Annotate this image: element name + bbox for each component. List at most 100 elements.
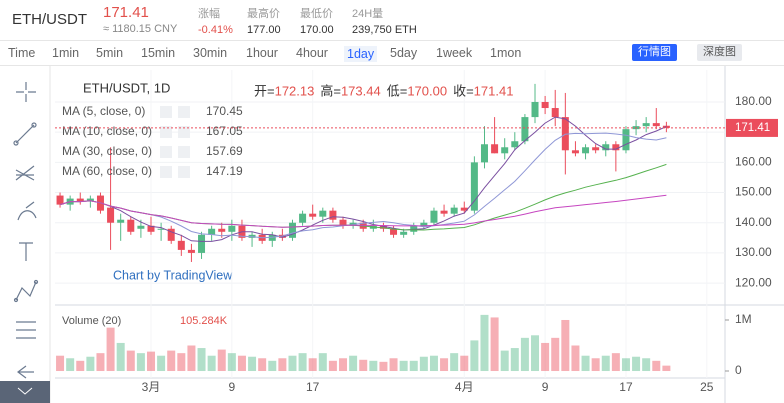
candle-body: [410, 225, 418, 232]
volume-bar: [510, 348, 519, 372]
x-tick-label: 3月: [142, 380, 161, 394]
volume-bar: [167, 350, 176, 372]
ma-legend-value: 167.05: [206, 124, 243, 138]
volume-bar: [217, 349, 226, 372]
ohlc-label: 收=: [453, 83, 474, 98]
volume-bar: [328, 360, 337, 372]
interval[interactable]: 1mon: [490, 46, 522, 60]
ma-legend-label: MA (10, close, 0): [62, 124, 152, 138]
candle-body: [86, 198, 94, 202]
candle-body: [107, 207, 115, 223]
candle-body: [390, 228, 398, 235]
volume-bar: [541, 342, 550, 372]
volume-bar: [531, 335, 540, 372]
ohlc-label: 低=: [387, 83, 408, 98]
candle-body: [561, 117, 569, 151]
volume-bar: [480, 314, 489, 372]
volume-bar: [450, 353, 459, 372]
candles: [56, 83, 671, 372]
toolbar: 行情图 深度图 Time 1min 5min 15min 30min 1hour 4hour…: [0, 41, 784, 66]
volume-bar: [147, 351, 156, 372]
ma-line: [59, 194, 667, 228]
volume-bar: [490, 317, 499, 372]
candle-body: [187, 249, 195, 253]
candle-body: [612, 144, 620, 151]
candle-body: [571, 150, 579, 154]
tab-depth[interactable]: 深度图: [697, 44, 742, 61]
candle-body: [491, 144, 499, 154]
interval[interactable]: 1day: [344, 46, 378, 62]
candle-body: [511, 141, 519, 148]
x-tick-label: 9: [229, 380, 236, 394]
volume-bar: [298, 353, 307, 372]
drawing-tools[interactable]: [13, 82, 39, 379]
ma-settings[interactable]: [160, 146, 172, 158]
ohlc-value: 171.41: [474, 83, 514, 98]
x-tick-label: 4月: [455, 380, 474, 394]
candle-body: [521, 117, 529, 142]
candle-body: [450, 207, 458, 214]
volume-bar: [177, 353, 186, 372]
volume-bar: [106, 327, 115, 372]
volume-bar: [76, 360, 85, 372]
candle-body: [592, 147, 600, 151]
candle-body: [541, 101, 549, 109]
candle-body: [440, 210, 448, 214]
candle-body: [288, 222, 296, 238]
candle-body: [642, 123, 650, 127]
ma-close[interactable]: [178, 106, 190, 118]
y-tick-label: 180.00: [735, 94, 772, 108]
volume-bar: [268, 360, 277, 372]
sidebar: [0, 66, 50, 403]
ma-legend-value: 147.19: [206, 164, 243, 178]
tab-market[interactable]: 行情图: [632, 44, 677, 61]
volume-bar: [601, 355, 610, 372]
volume-bar: [632, 356, 641, 372]
ma-close[interactable]: [178, 146, 190, 158]
volume-bar: [379, 361, 388, 372]
collapse-icon: [17, 387, 33, 395]
candle-body: [460, 207, 468, 211]
candle-body: [339, 219, 347, 226]
watermark: Chart by TradingView: [113, 268, 233, 282]
volume-bar: [187, 345, 196, 372]
candle-body: [137, 225, 145, 229]
stat-label: 24H量: [352, 8, 384, 20]
stat-value: 239,750 ETH: [352, 24, 417, 36]
stat-value: -0.41%: [198, 24, 233, 36]
ohlc-value: 172.13: [275, 83, 315, 98]
interval[interactable]: 15min: [141, 46, 176, 60]
volume-bar: [248, 356, 257, 372]
candle-body: [551, 108, 559, 118]
ma-settings[interactable]: [160, 106, 172, 118]
candle-body: [531, 101, 539, 118]
volume-bar: [571, 345, 580, 372]
candle-body: [268, 234, 276, 241]
volume-bar: [349, 355, 358, 372]
ma-legend-label: MA (60, close, 0): [62, 164, 152, 178]
ma-close[interactable]: [178, 166, 190, 178]
ma-legend-label: MA (30, close, 0): [62, 144, 152, 158]
candle-body: [501, 147, 509, 154]
volume-bar: [621, 358, 630, 372]
interval[interactable]: 30min: [193, 46, 228, 60]
volume-bar: [419, 356, 428, 372]
candle-body: [167, 228, 175, 241]
volume-legend: Volume (20): [62, 315, 121, 327]
ma-close[interactable]: [178, 126, 190, 138]
collapse-button[interactable]: [0, 381, 50, 403]
x-tick-label: 25: [700, 380, 714, 394]
ma-settings[interactable]: [160, 166, 172, 178]
candle-body: [76, 198, 84, 202]
interval[interactable]: 1week: [436, 46, 473, 60]
interval[interactable]: Time: [8, 46, 36, 60]
interval[interactable]: 5day: [390, 46, 418, 60]
interval[interactable]: 1hour: [246, 46, 278, 60]
volume-bar: [561, 319, 570, 372]
interval[interactable]: 4hour: [296, 46, 328, 60]
ma-settings[interactable]: [160, 126, 172, 138]
interval[interactable]: 1min: [52, 46, 80, 60]
candle-body: [379, 225, 387, 229]
interval[interactable]: 5min: [96, 46, 124, 60]
